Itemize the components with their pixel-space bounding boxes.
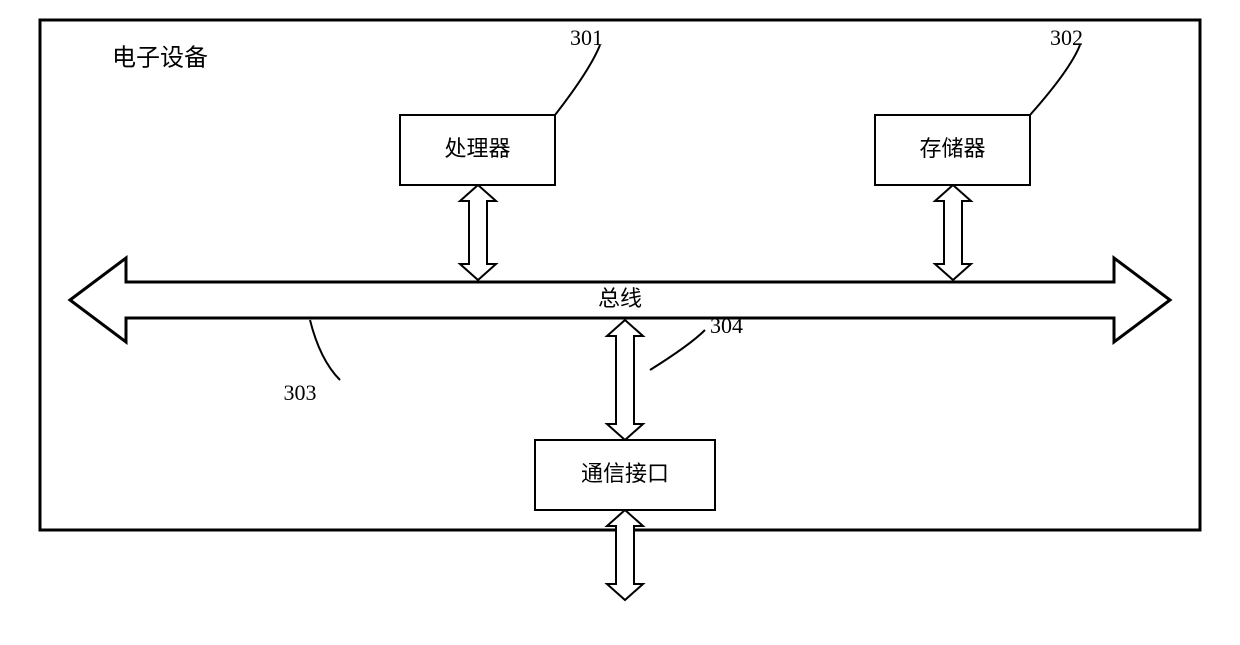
bus-ref: 303 (284, 380, 317, 405)
bus-label: 总线 (598, 286, 642, 311)
comm-external (607, 510, 643, 600)
bus-ref-lead (310, 320, 340, 380)
comm-ref-lead (650, 330, 705, 370)
bus-to-comm (607, 320, 643, 440)
mem-to-bus (935, 185, 971, 280)
memory-ref: 302 (1050, 25, 1083, 50)
device-title: 电子设备 (112, 45, 208, 72)
processor-label: 处理器 (444, 136, 510, 161)
processor-ref-lead (555, 45, 600, 115)
memory-label: 存储器 (919, 136, 985, 161)
comm-ref: 304 (710, 313, 743, 338)
memory-ref-lead (1030, 45, 1080, 115)
comm-label: 通信接口 (581, 461, 669, 486)
proc-to-bus (460, 185, 496, 280)
processor-ref: 301 (570, 25, 603, 50)
